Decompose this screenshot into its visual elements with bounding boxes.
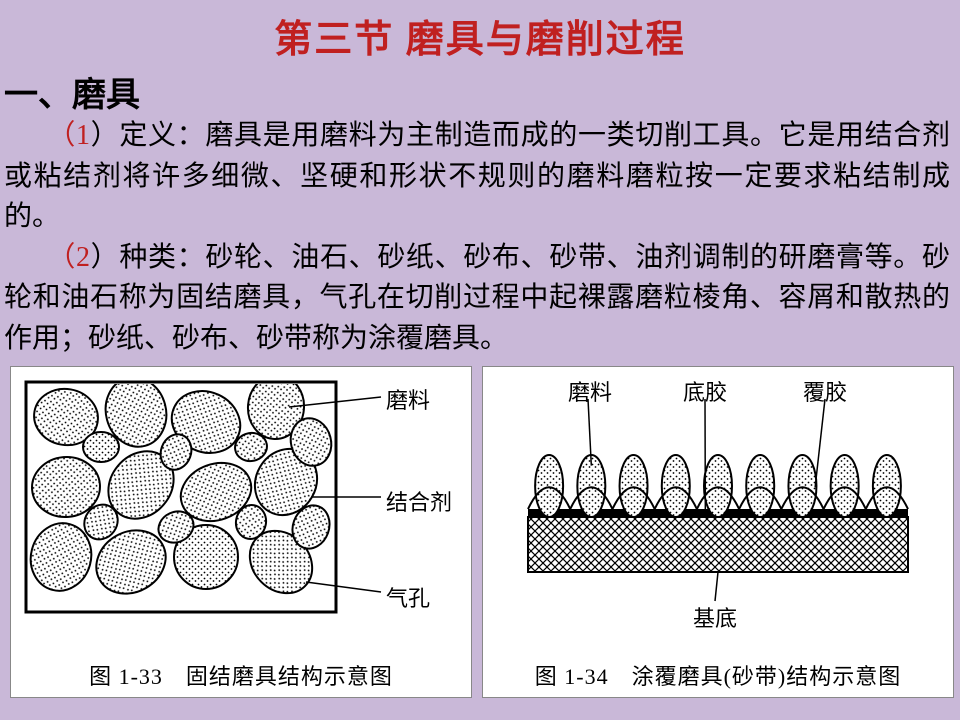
page-title: 第三节 磨具与磨削过程 (0, 0, 960, 63)
paragraph-1: （1）定义：磨具是用磨料为主制造而成的一类切削工具。它是用结合剂或粘结剂将许多细… (0, 116, 960, 238)
figure-1-33: 磨料 结合剂 气孔 图 1-33 固结磨具结构示意图 (10, 366, 472, 698)
paragraph-2: （2）种类：砂轮、油石、砂纸、砂布、砂带、油剂调制的研磨膏等。砂轮和油石称为固结… (0, 238, 960, 360)
section-heading-1: 一、磨具 (0, 67, 960, 116)
fig1-label-bond: 结合剂 (386, 485, 452, 517)
fig2-label-primer: 底胶 (683, 375, 727, 407)
fig2-label-base: 基底 (693, 601, 737, 633)
para1-body: ）定义：磨具是用磨料为主制造而成的一类切削工具。它是用结合剂或粘结剂将许多细微、… (4, 120, 950, 232)
para2-body: ）种类：砂轮、油石、砂纸、砂布、砂带、油剂调制的研磨膏等。砂轮和油石称为固结磨具… (4, 242, 950, 354)
fig1-caption: 图 1-33 固结磨具结构示意图 (11, 659, 471, 691)
fig2-label-sizecoat: 覆胶 (803, 375, 847, 407)
para1-index: （1 (61, 120, 90, 151)
figure-row: 磨料 结合剂 气孔 图 1-33 固结磨具结构示意图 磨料 底胶 (0, 360, 960, 698)
fig1-label-abrasive: 磨料 (386, 383, 430, 415)
para2-index: （2 (61, 242, 90, 273)
figure-1-34: 磨料 底胶 覆胶 基底 图 1-34 涂覆磨具(砂带)结构示意图 (482, 366, 954, 698)
fig1-label-pore: 气孔 (386, 581, 430, 613)
fig2-label-abrasive: 磨料 (568, 375, 612, 407)
fig2-caption: 图 1-34 涂覆磨具(砂带)结构示意图 (483, 659, 953, 691)
